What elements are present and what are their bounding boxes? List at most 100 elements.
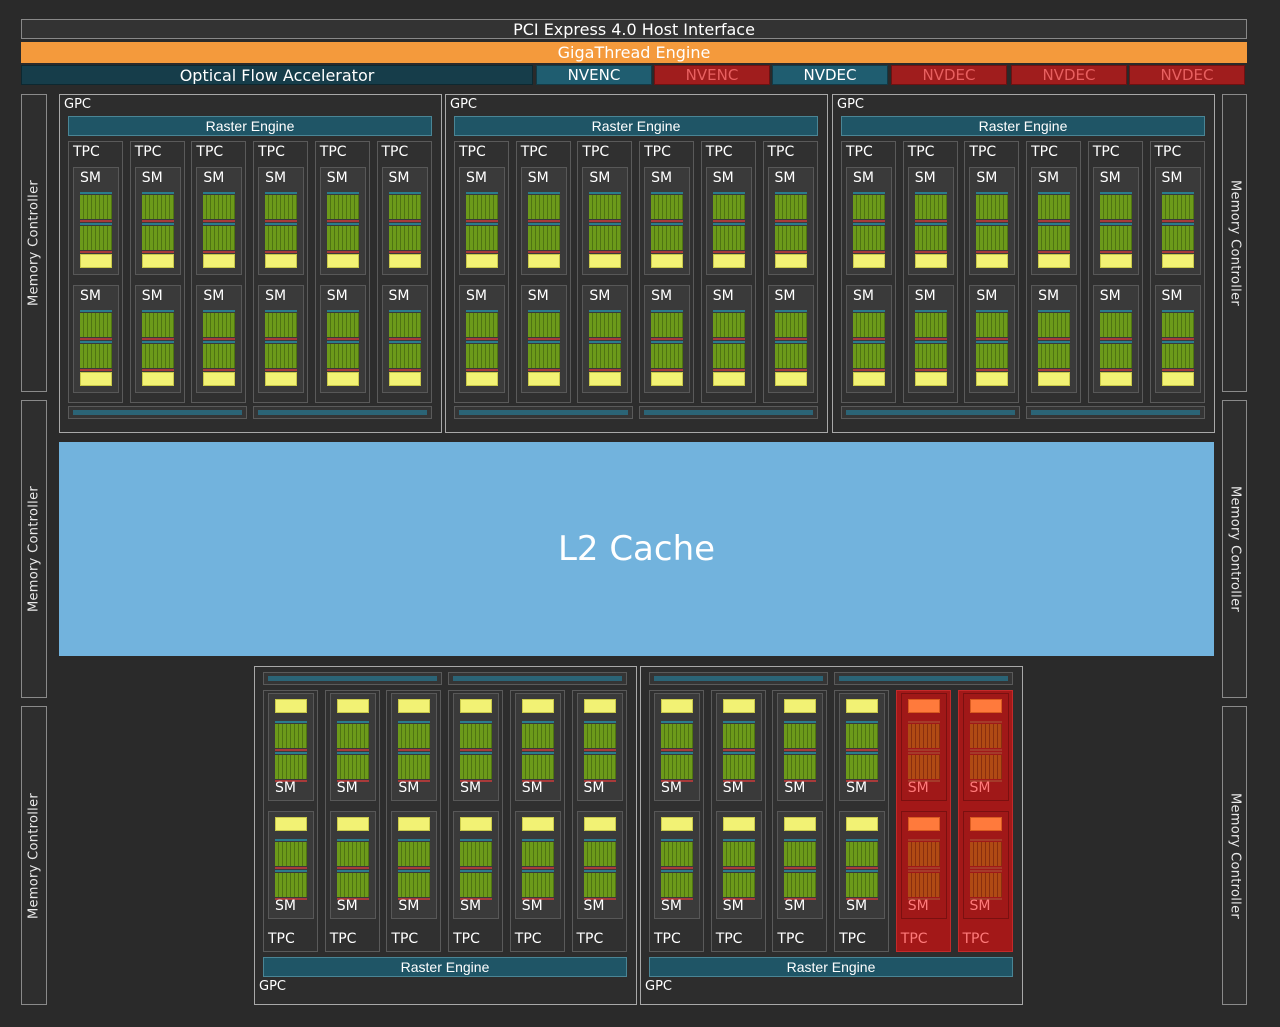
memory-controller-label: Memory Controller bbox=[26, 179, 42, 307]
cuda-core-array bbox=[661, 870, 693, 900]
sm-label: SM bbox=[265, 170, 287, 186]
sm-label: SM bbox=[336, 898, 358, 914]
cuda-core-array bbox=[527, 341, 560, 371]
sm: SM bbox=[705, 285, 752, 393]
tpc: TPC SM SM bbox=[902, 141, 958, 403]
cuda-core-array bbox=[976, 192, 1009, 222]
cuda-core-array bbox=[583, 839, 616, 869]
sm-label: SM bbox=[275, 780, 296, 796]
cuda-core-array bbox=[914, 341, 947, 371]
sm-label: SM bbox=[1099, 288, 1121, 304]
sm-label: SM bbox=[774, 170, 796, 186]
sm-label: SM bbox=[203, 170, 225, 186]
sm: SM bbox=[777, 811, 824, 919]
rt-core bbox=[976, 254, 1009, 268]
cuda-core-array bbox=[712, 310, 745, 340]
sm: SM bbox=[582, 285, 629, 393]
sm-label: SM bbox=[326, 288, 348, 304]
sm-label: SM bbox=[336, 780, 358, 796]
tpc-label: TPC bbox=[381, 144, 409, 160]
sm-label: SM bbox=[1038, 170, 1060, 186]
tpc-label: TPC bbox=[654, 931, 681, 947]
tpc: SM SM TPC bbox=[386, 690, 442, 952]
sm: SM bbox=[907, 167, 954, 275]
sm: SM bbox=[846, 167, 892, 275]
tpc-label: TPC bbox=[453, 931, 480, 947]
memory-controller-left-3: Memory Controller bbox=[21, 706, 47, 1005]
rt-core bbox=[583, 699, 616, 713]
tpc-label: TPC bbox=[777, 931, 805, 947]
cuda-core-array bbox=[141, 310, 174, 340]
tpc: SM SM TPC bbox=[834, 690, 890, 952]
nvdec-engine-disabled: NVDEC bbox=[1011, 65, 1127, 85]
cuda-core-array bbox=[336, 870, 369, 900]
cuda-core-array bbox=[203, 341, 236, 371]
polymorph-engine-strip bbox=[448, 672, 627, 685]
tpc-disabled: SM SM TPC bbox=[895, 690, 951, 952]
tpc: TPC SM SM bbox=[68, 141, 123, 403]
tpc-label: TPC bbox=[715, 931, 743, 947]
rt-core bbox=[784, 817, 817, 831]
cuda-core-array bbox=[1038, 223, 1071, 253]
cuda-core-array bbox=[1099, 341, 1132, 371]
cuda-core-array bbox=[521, 870, 554, 900]
tpc: TPC SM SM bbox=[454, 141, 509, 403]
cuda-core-array bbox=[1161, 223, 1194, 253]
sm-label: SM bbox=[722, 898, 744, 914]
memory-controller-right-2: Memory Controller bbox=[1222, 400, 1247, 698]
nvdec-engine-disabled: NVDEC bbox=[1129, 65, 1245, 85]
memory-controller-left-2: Memory Controller bbox=[21, 400, 47, 698]
cuda-core-array bbox=[326, 223, 359, 253]
cuda-core-array bbox=[466, 310, 498, 340]
sm: SM bbox=[514, 693, 561, 801]
sm-label: SM bbox=[583, 780, 605, 796]
sm: SM bbox=[1092, 167, 1139, 275]
tpc-label: TPC bbox=[196, 144, 224, 160]
cuda-core-array bbox=[784, 870, 817, 900]
sm: SM bbox=[514, 811, 561, 919]
memory-controller-right-3: Memory Controller bbox=[1222, 706, 1247, 1005]
sm-label: SM bbox=[1099, 170, 1121, 186]
sm: SM bbox=[134, 167, 181, 275]
rt-core bbox=[853, 254, 885, 268]
cuda-core-array bbox=[80, 341, 112, 371]
cuda-core-array bbox=[460, 721, 493, 751]
rt-core bbox=[203, 254, 236, 268]
rt-core bbox=[203, 372, 236, 386]
sm: SM bbox=[582, 167, 629, 275]
sm: SM bbox=[839, 693, 886, 801]
sm: SM bbox=[705, 167, 752, 275]
rt-core bbox=[265, 372, 298, 386]
sm-label: SM bbox=[969, 898, 991, 914]
tpc: TPC SM SM bbox=[577, 141, 633, 403]
cuda-core-array bbox=[853, 341, 885, 371]
sm-label: SM bbox=[521, 780, 543, 796]
rt-core bbox=[661, 817, 693, 831]
cuda-core-array bbox=[1099, 310, 1132, 340]
rt-core bbox=[466, 372, 498, 386]
cuda-core-array bbox=[914, 310, 947, 340]
rt-core bbox=[583, 817, 616, 831]
cuda-core-array bbox=[853, 192, 885, 222]
raster-engine: Raster Engine bbox=[649, 957, 1013, 977]
tpc-label: TPC bbox=[73, 144, 100, 160]
tpc-label: TPC bbox=[900, 931, 928, 947]
sm-label: SM bbox=[661, 898, 682, 914]
cuda-core-array bbox=[846, 870, 879, 900]
sm: SM bbox=[391, 811, 438, 919]
sm-label: SM bbox=[853, 288, 874, 304]
tpc: SM SM TPC bbox=[710, 690, 766, 952]
cuda-core-array bbox=[589, 341, 622, 371]
rt-core bbox=[275, 817, 307, 831]
rt-core bbox=[1161, 372, 1194, 386]
sm: SM bbox=[1092, 285, 1139, 393]
cuda-core-array bbox=[398, 870, 431, 900]
rt-core bbox=[914, 254, 947, 268]
rt-core bbox=[466, 254, 498, 268]
sm: SM bbox=[846, 285, 892, 393]
sm-label: SM bbox=[969, 780, 991, 796]
cuda-core-array bbox=[846, 839, 879, 869]
polymorph-engine-strip bbox=[649, 672, 828, 685]
sm: SM bbox=[459, 167, 505, 275]
